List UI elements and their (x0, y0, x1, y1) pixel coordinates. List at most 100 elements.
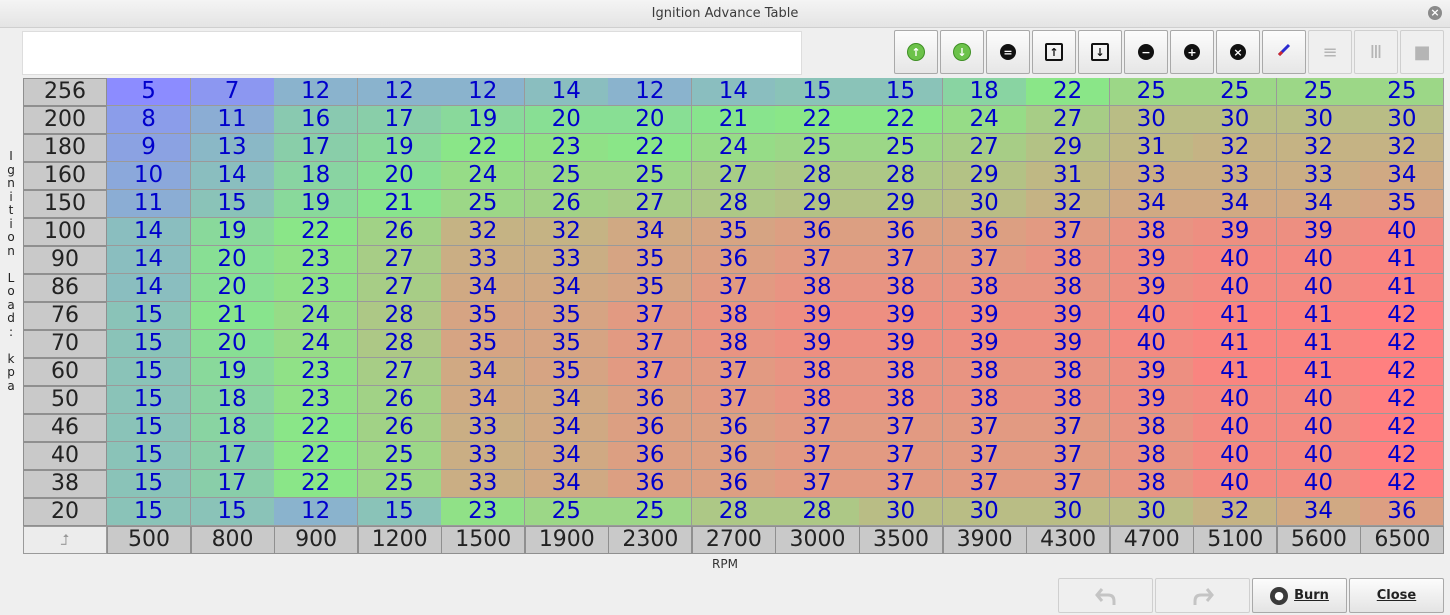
table-cell[interactable]: 26 (357, 218, 442, 246)
table-cell[interactable]: 28 (859, 162, 944, 190)
table-cell[interactable]: 15 (190, 498, 275, 526)
table-cell[interactable]: 11 (190, 106, 275, 134)
table-cell[interactable]: 37 (859, 246, 944, 274)
table-cell[interactable]: 24 (274, 302, 359, 330)
table-cell[interactable]: 42 (1360, 414, 1445, 442)
table-cell[interactable]: 20 (357, 162, 442, 190)
table-cell[interactable]: 32 (524, 218, 609, 246)
table-cell[interactable]: 14 (524, 78, 609, 106)
table-cell[interactable]: 23 (441, 498, 526, 526)
rpm-header-cell[interactable]: 500 (107, 526, 192, 554)
table-cell[interactable]: 40 (1193, 414, 1278, 442)
table-cell[interactable]: 35 (691, 218, 776, 246)
table-cell[interactable]: 12 (274, 498, 359, 526)
set-equal-button[interactable]: = (986, 30, 1030, 74)
load-header-cell[interactable]: 70 (23, 330, 107, 358)
table-cell[interactable]: 15 (107, 442, 192, 470)
table-cell[interactable]: 38 (1026, 386, 1111, 414)
table-cell[interactable]: 40 (1276, 414, 1361, 442)
burn-button[interactable]: ● Burn (1252, 578, 1347, 613)
table-cell[interactable]: 28 (357, 302, 442, 330)
table-cell[interactable]: 32 (1026, 190, 1111, 218)
table-cell[interactable]: 29 (942, 162, 1027, 190)
table-cell[interactable]: 27 (357, 274, 442, 302)
table-cell[interactable]: 28 (691, 498, 776, 526)
increase-green-button[interactable]: ↑ (894, 30, 938, 74)
table-cell[interactable]: 15 (107, 386, 192, 414)
table-cell[interactable]: 38 (691, 330, 776, 358)
table-cell[interactable]: 40 (1276, 470, 1361, 498)
value-entry-field[interactable] (22, 31, 802, 75)
rpm-header-cell[interactable]: 2300 (608, 526, 693, 554)
table-cell[interactable]: 28 (357, 330, 442, 358)
table-cell[interactable]: 28 (775, 162, 860, 190)
table-cell[interactable]: 33 (441, 414, 526, 442)
table-cell[interactable]: 38 (859, 386, 944, 414)
table-cell[interactable]: 42 (1360, 470, 1445, 498)
table-cell[interactable]: 35 (441, 330, 526, 358)
table-cell[interactable]: 40 (1360, 218, 1445, 246)
table-cell[interactable]: 17 (274, 134, 359, 162)
table-cell[interactable]: 18 (942, 78, 1027, 106)
table-cell[interactable]: 40 (1193, 442, 1278, 470)
table-cell[interactable]: 27 (357, 358, 442, 386)
table-cell[interactable]: 36 (608, 386, 693, 414)
table-cell[interactable]: 17 (190, 470, 275, 498)
rpm-header-cell[interactable]: 1500 (441, 526, 526, 554)
table-cell[interactable]: 39 (1109, 246, 1194, 274)
table-cell[interactable]: 29 (1026, 134, 1111, 162)
table-cell[interactable]: 36 (859, 218, 944, 246)
table-cell[interactable]: 40 (1276, 246, 1361, 274)
table-cell[interactable]: 15 (107, 470, 192, 498)
table-cell[interactable]: 21 (691, 106, 776, 134)
table-cell[interactable]: 39 (1276, 218, 1361, 246)
table-cell[interactable]: 38 (1026, 358, 1111, 386)
table-cell[interactable]: 22 (775, 106, 860, 134)
table-cell[interactable]: 22 (274, 414, 359, 442)
table-cell[interactable]: 20 (608, 106, 693, 134)
table-cell[interactable]: 15 (107, 358, 192, 386)
table-cell[interactable]: 37 (775, 442, 860, 470)
load-header-cell[interactable]: 76 (23, 302, 107, 330)
table-cell[interactable]: 41 (1276, 358, 1361, 386)
table-cell[interactable]: 12 (274, 78, 359, 106)
table-cell[interactable]: 37 (1026, 414, 1111, 442)
table-cell[interactable]: 35 (524, 358, 609, 386)
table-cell[interactable]: 36 (608, 470, 693, 498)
table-cell[interactable]: 38 (1109, 414, 1194, 442)
table-cell[interactable]: 37 (859, 414, 944, 442)
table-cell[interactable]: 39 (1109, 274, 1194, 302)
table-cell[interactable]: 37 (1026, 218, 1111, 246)
table-cell[interactable]: 15 (107, 414, 192, 442)
table-cell[interactable]: 39 (942, 302, 1027, 330)
rpm-header-cell[interactable]: 5600 (1276, 526, 1361, 554)
table-cell[interactable]: 15 (357, 498, 442, 526)
table-cell[interactable]: 27 (357, 246, 442, 274)
table-cell[interactable]: 35 (1360, 190, 1445, 218)
table-cell[interactable]: 38 (775, 386, 860, 414)
table-cell[interactable]: 39 (1026, 330, 1111, 358)
table-cell[interactable]: 33 (1193, 162, 1278, 190)
table-cell[interactable]: 31 (1026, 162, 1111, 190)
table-cell[interactable]: 34 (524, 470, 609, 498)
table-cell[interactable]: 20 (190, 246, 275, 274)
table-cell[interactable]: 20 (190, 274, 275, 302)
table-cell[interactable]: 37 (942, 246, 1027, 274)
table-cell[interactable]: 16 (274, 106, 359, 134)
table-cell[interactable]: 22 (274, 218, 359, 246)
table-cell[interactable]: 36 (691, 442, 776, 470)
table-cell[interactable]: 36 (691, 470, 776, 498)
table-cell[interactable]: 40 (1276, 386, 1361, 414)
table-cell[interactable]: 33 (441, 470, 526, 498)
rpm-header-cell[interactable]: 4700 (1109, 526, 1194, 554)
table-cell[interactable]: 30 (942, 190, 1027, 218)
table-cell[interactable]: 25 (524, 162, 609, 190)
table-cell[interactable]: 24 (691, 134, 776, 162)
rpm-header-cell[interactable]: 2700 (691, 526, 776, 554)
table-cell[interactable]: 38 (1109, 218, 1194, 246)
table-cell[interactable]: 25 (524, 498, 609, 526)
table-cell[interactable]: 42 (1360, 330, 1445, 358)
table-cell[interactable]: 37 (1026, 442, 1111, 470)
rpm-header-cell[interactable]: 1900 (524, 526, 609, 554)
table-cell[interactable]: 19 (441, 106, 526, 134)
